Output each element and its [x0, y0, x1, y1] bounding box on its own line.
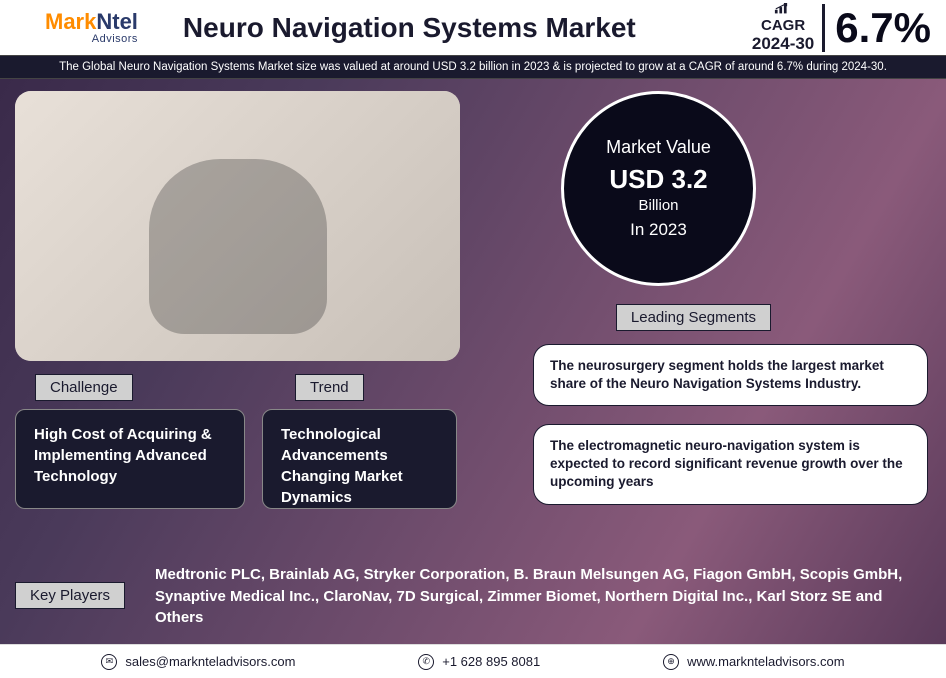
segment-pill-2: The electromagnetic neuro-navigation sys…	[533, 424, 928, 505]
challenge-box: High Cost of Acquiring & Implementing Ad…	[15, 409, 245, 509]
main-content: Market Value USD 3.2 Billion In 2023 Cha…	[0, 79, 946, 644]
cagr-label: CAGR 2024-30	[752, 2, 814, 54]
hero-image	[15, 91, 460, 361]
logo-mark: Mark	[45, 9, 96, 34]
cagr-block: CAGR 2024-30 6.7%	[752, 2, 931, 54]
segment-pill-1: The neurosurgery segment holds the large…	[533, 344, 928, 406]
web-text: www.marknteladvisors.com	[687, 654, 845, 669]
footer: ✉ sales@marknteladvisors.com ✆ +1 628 89…	[0, 644, 946, 678]
logo: MarkNtel Advisors	[45, 11, 138, 45]
growth-bar-icon	[774, 2, 792, 17]
market-value-year: In 2023	[630, 220, 687, 240]
phone-text: +1 628 895 8081	[442, 654, 540, 669]
email-text: sales@marknteladvisors.com	[125, 654, 295, 669]
segments-tag: Leading Segments	[616, 304, 771, 331]
market-value-amount: USD 3.2	[609, 164, 707, 195]
key-players-text: Medtronic PLC, Brainlab AG, Stryker Corp…	[155, 564, 910, 629]
market-value-unit: Billion	[638, 197, 678, 214]
market-value-circle: Market Value USD 3.2 Billion In 2023	[561, 91, 756, 286]
footer-web[interactable]: ⊕ www.marknteladvisors.com	[663, 654, 845, 670]
page-title: Neuro Navigation Systems Market	[183, 12, 752, 44]
header: MarkNtel Advisors Neuro Navigation Syste…	[0, 0, 946, 55]
cagr-value: 6.7%	[822, 4, 931, 52]
phone-icon: ✆	[418, 654, 434, 670]
key-players-tag: Key Players	[15, 582, 125, 609]
challenge-tag: Challenge	[35, 374, 133, 401]
logo-ntel: Ntel	[96, 9, 138, 34]
email-icon: ✉	[101, 654, 117, 670]
market-value-label: Market Value	[606, 137, 711, 158]
trend-tag: Trend	[295, 374, 364, 401]
globe-icon: ⊕	[663, 654, 679, 670]
footer-phone[interactable]: ✆ +1 628 895 8081	[418, 654, 540, 670]
trend-box: Technological Advancements Changing Mark…	[262, 409, 457, 509]
footer-email[interactable]: ✉ sales@marknteladvisors.com	[101, 654, 295, 670]
logo-subtitle: Advisors	[45, 33, 138, 45]
summary-banner: The Global Neuro Navigation Systems Mark…	[0, 55, 946, 79]
image-placeholder	[15, 91, 460, 361]
